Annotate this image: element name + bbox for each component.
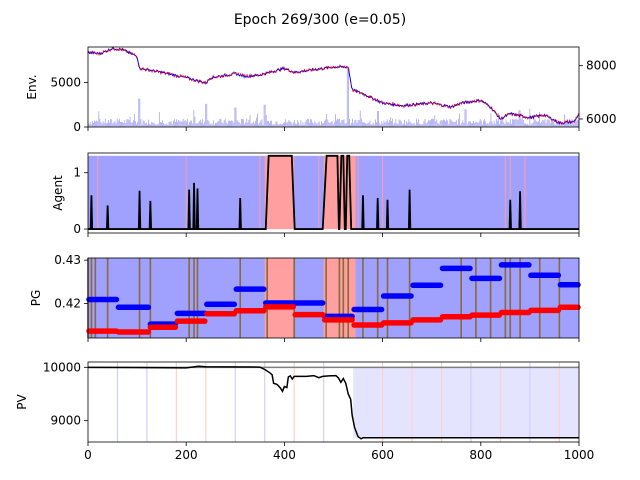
env-ylabel: Env. — [25, 74, 39, 99]
pv-loss-fill — [353, 367, 579, 438]
agent-ticks: 01 — [73, 166, 580, 237]
y-tick-label: 0.43 — [54, 253, 81, 267]
y-tick-label: 5000 — [50, 76, 81, 90]
y-tick-label: 0 — [73, 120, 81, 134]
pv-subplot: 0 200 400 600 800 1000 9000 10000 PV — [15, 360, 594, 462]
y-tick-label: 0.42 — [54, 296, 81, 310]
agent-action-line — [88, 154, 579, 230]
env-ticks: 0 5000 6000 8000 — [50, 59, 616, 134]
pg-ticks: 0.42 0.43 — [54, 253, 580, 342]
agent-background — [88, 155, 579, 230]
x-tick-label: 200 — [175, 448, 198, 462]
pg-red-series — [86, 304, 581, 335]
env-frame — [87, 46, 580, 128]
x-tick-label: 800 — [469, 448, 492, 462]
agent-subplot: 01 Agent — [51, 152, 580, 237]
pg-subplot: 0.42 0.43 PG — [29, 253, 581, 342]
pg-vertical-lines — [87, 258, 561, 338]
pv-line — [87, 365, 579, 440]
x-tick-label: 0 — [84, 448, 92, 462]
y-tick-label-right: 6000 — [586, 112, 617, 126]
x-tick-label: 1000 — [564, 448, 595, 462]
x-tick-label: 600 — [371, 448, 394, 462]
y-tick-label: 9000 — [50, 414, 81, 428]
pv-background — [116, 362, 579, 442]
env-volume-bars — [87, 68, 579, 127]
figure-title: Epoch 269/300 (e=0.05) — [234, 12, 406, 28]
agent-frame — [87, 152, 580, 234]
pg-frame — [87, 257, 580, 339]
y-tick-label: 1 — [73, 166, 81, 180]
y-tick-label: 10000 — [43, 360, 81, 374]
buy-span — [264, 155, 295, 230]
y-tick-label: 0 — [73, 222, 81, 236]
pv-ticks: 0 200 400 600 800 1000 9000 10000 — [43, 360, 594, 462]
pv-ylabel: PV — [15, 393, 29, 409]
buy-span — [264, 258, 295, 338]
x-tick-label: 400 — [273, 448, 296, 462]
pv-frame — [87, 361, 580, 443]
pg-ylabel: PG — [29, 290, 43, 307]
agent-ylabel: Agent — [51, 175, 65, 211]
env-subplot: 0 5000 6000 8000 Env. — [25, 46, 617, 134]
pg-blue-series — [86, 262, 581, 327]
y-tick-label-right: 8000 — [586, 59, 617, 73]
